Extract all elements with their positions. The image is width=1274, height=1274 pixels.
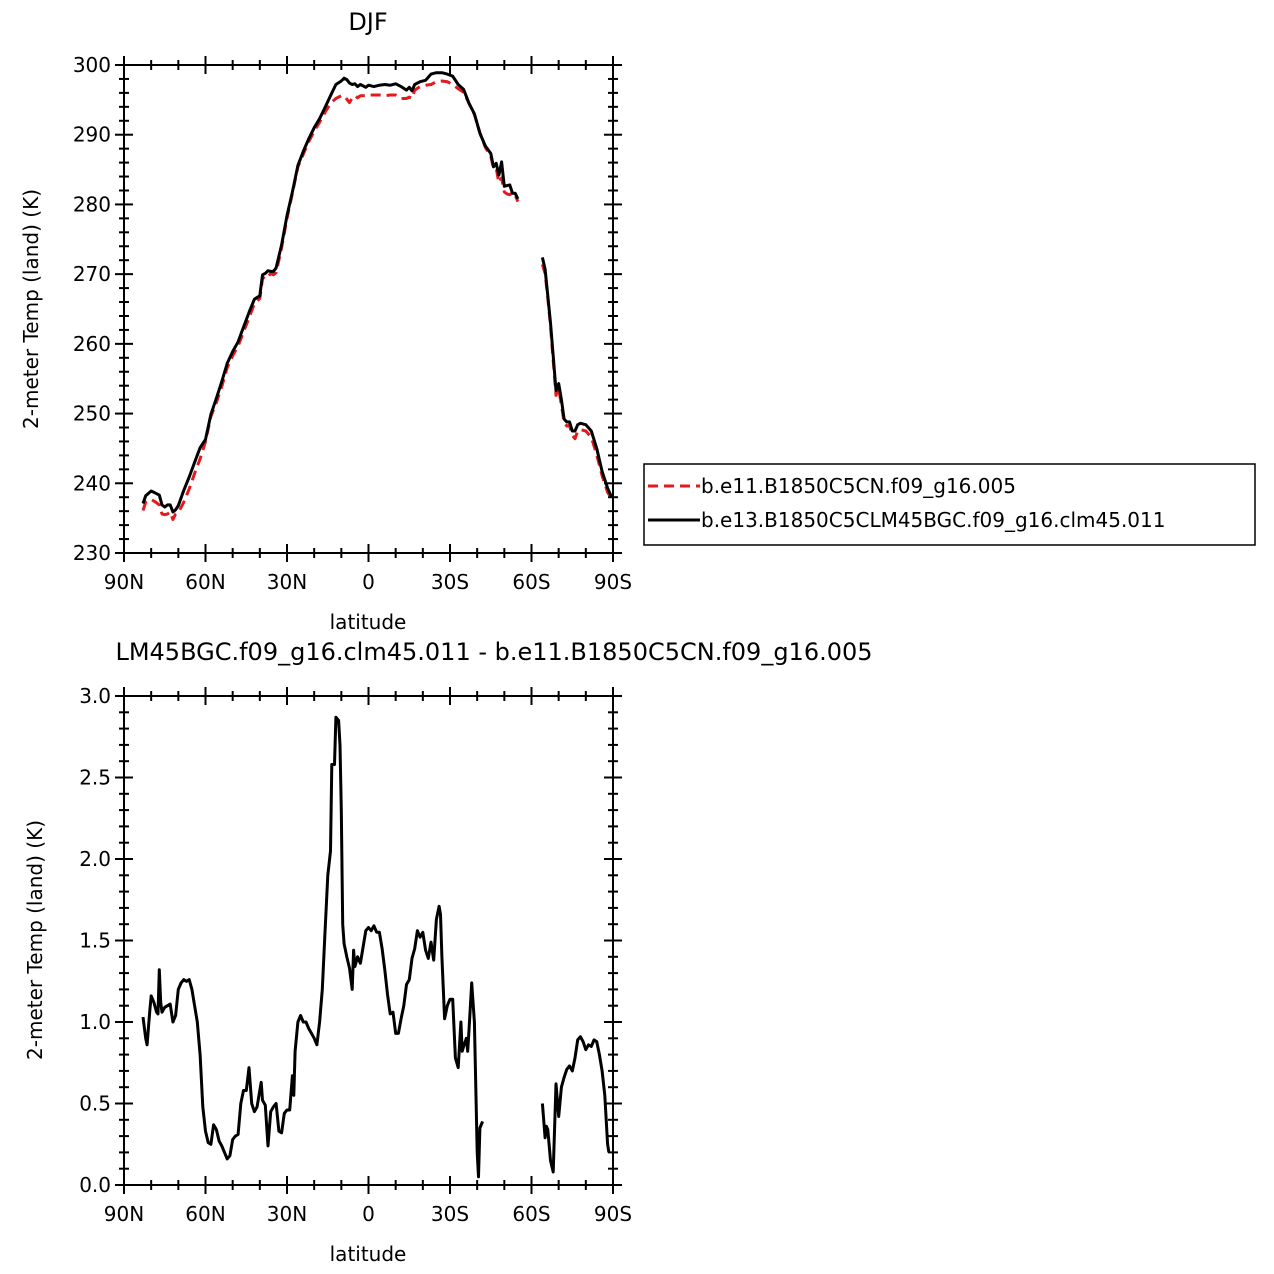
- chart-bottom-ytick-label: 2.5: [79, 766, 111, 790]
- chart-bottom-series-1-line: [540, 1035, 611, 1174]
- chart-top-xtick-label: 90S: [594, 570, 632, 594]
- chart-bottom-xtick-label: 30N: [267, 1202, 307, 1226]
- chart-bottom-ytick-label: 1.5: [79, 929, 111, 953]
- chart-top-ytick-label: 270: [73, 262, 111, 286]
- chart-bottom-xtick-label: 90S: [594, 1202, 632, 1226]
- chart-top-plot-area: [141, 71, 613, 521]
- chart-top-series-2-line: [141, 71, 520, 514]
- chart-top-ytick-label: 230: [73, 541, 111, 565]
- chart-bottom-ytick-label: 3.0: [79, 684, 111, 708]
- chart-bottom-ticks: [115, 687, 622, 1194]
- chart-bottom-ylabel: 2-meter Temp (land) (K): [23, 820, 47, 1060]
- chart-bottom-title: LM45BGC.f09_g16.clm45.011 - b.e11.B1850C…: [115, 638, 872, 666]
- chart-top-xtick-label: 30N: [267, 570, 307, 594]
- chart-top-legend: b.e11.B1850C5CN.f09_g16.005 b.e13.B1850C…: [643, 463, 1256, 546]
- chart-top-ytick-label: 240: [73, 471, 111, 495]
- chart-bottom: LM45BGC.f09_g16.clm45.011 - b.e11.B1850C…: [23, 638, 873, 1266]
- chart-bottom-xtick-label: 30S: [431, 1202, 469, 1226]
- chart-top-ticks: [115, 56, 622, 562]
- chart-bottom-xlabel: latitude: [330, 1242, 407, 1266]
- chart-bottom-ytick-label: 0.5: [79, 1092, 111, 1116]
- chart-top-ytick-label: 300: [73, 53, 111, 77]
- chart-top-ytick-label: 260: [73, 332, 111, 356]
- chart-bottom-xtick-label: 60N: [185, 1202, 225, 1226]
- chart-top-xtick-label: 60S: [512, 570, 550, 594]
- chart-bottom-xtick-label: 60S: [512, 1202, 550, 1226]
- chart-top-xlabel: latitude: [330, 610, 407, 634]
- legend-box: [643, 463, 1256, 546]
- chart-bottom-frame: [123, 695, 614, 1186]
- chart-bottom-ytick-label: 1.0: [79, 1010, 111, 1034]
- chart-bottom-xtick-label: 0: [362, 1202, 375, 1226]
- chart-top-title: DJF: [348, 8, 387, 36]
- chart-top-ytick-label: 290: [73, 123, 111, 147]
- chart-top-tick-labels: 90N 60N 30N 0 30S 60S 90S 230 240 250 260 270 280 290…: [73, 53, 632, 594]
- chart-top-ylabel: 2-meter Temp (land) (K): [19, 189, 43, 429]
- chart-bottom-ytick-label: 0.0: [79, 1173, 111, 1197]
- legend-label-series-1: b.e11.B1850C5CN.f09_g16.005: [701, 474, 1016, 498]
- chart-top: DJF latitude 2-meter Temp (land) (K) 90N…: [19, 8, 632, 634]
- chart-bottom-xtick-label: 90N: [104, 1202, 144, 1226]
- chart-bottom-plot-area: [141, 715, 611, 1179]
- chart-top-xtick-label: 60N: [185, 570, 225, 594]
- chart-top-xtick-label: 0: [362, 570, 375, 594]
- chart-bottom-tick-labels: 90N 60N 30N 0 30S 60S 90S 0.0 0.5 1.0 1.5 2.0 2.5 3.0: [79, 684, 632, 1226]
- chart-top-frame: [123, 64, 614, 554]
- chart-bottom-ytick-label: 2.0: [79, 847, 111, 871]
- legend-label-series-2: b.e13.B1850C5CLM45BGC.f09_g16.clm45.011: [701, 508, 1165, 532]
- chart-top-ytick-label: 250: [73, 402, 111, 426]
- chart-bottom-series-1-line: [141, 715, 484, 1179]
- chart-top-ytick-label: 280: [73, 192, 111, 216]
- chart-top-series-2-line: [540, 257, 613, 498]
- chart-top-xtick-label: 30S: [431, 570, 469, 594]
- chart-top-xtick-label: 90N: [104, 570, 144, 594]
